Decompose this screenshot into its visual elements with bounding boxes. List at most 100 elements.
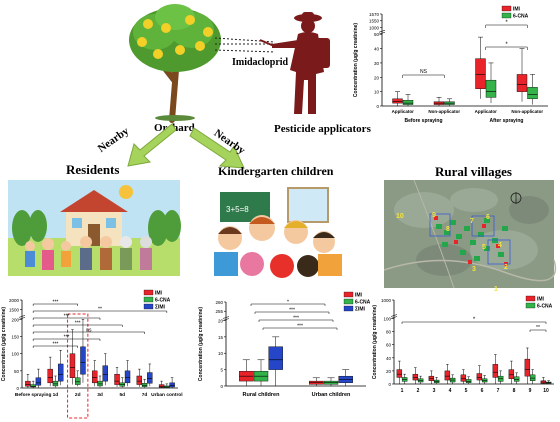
y-tick-label: 30 xyxy=(374,61,380,66)
category-label: 6 xyxy=(481,388,484,394)
box-IMI-7d xyxy=(137,369,142,387)
sig-label: NS xyxy=(420,69,428,75)
box xyxy=(466,379,471,382)
sig-label: *** xyxy=(64,314,70,320)
category-label: Non-applicator xyxy=(428,109,460,114)
y-tick-label: 1500 xyxy=(9,308,20,313)
box-ΣIMI-Urban children xyxy=(339,370,353,386)
box xyxy=(36,378,41,386)
y-tick-label: 1000 xyxy=(381,298,392,303)
legend-label: 6-CNA xyxy=(355,300,371,306)
box xyxy=(98,381,103,386)
map-label-6: 6 xyxy=(486,214,490,221)
rural-villages-title: Rural villages xyxy=(435,164,512,180)
y-tick-label: 200 xyxy=(11,317,19,322)
box-IMI-Rural children xyxy=(239,360,253,386)
y-tick-label: 100 xyxy=(383,316,391,321)
nearby-arrow-left xyxy=(120,120,180,168)
box-IMI-Non-applicator xyxy=(434,97,444,106)
category-label: 1d xyxy=(53,392,59,398)
legend-label: 6-CNA xyxy=(155,298,171,304)
box-6-CNA-1d xyxy=(53,376,58,387)
sig-label: *** xyxy=(53,342,59,348)
y-axis-label: Concentration (μg/g creatinine) xyxy=(1,307,7,382)
legend-swatch-6-CNA xyxy=(502,13,511,18)
box-ΣIMI-2d xyxy=(80,319,85,382)
box-6-CNA-Applicator xyxy=(486,63,496,103)
box-6-CNA-Urban control xyxy=(164,384,169,388)
box-6-CNA-1 xyxy=(402,374,407,384)
category-label: 10 xyxy=(543,388,549,394)
box-IMI-1d xyxy=(48,357,53,386)
category-label: 2d xyxy=(75,392,81,398)
map-label-8: 8 xyxy=(446,226,450,233)
legend-swatch-6-CNA xyxy=(344,299,353,304)
box xyxy=(269,347,283,370)
box xyxy=(403,100,413,104)
box xyxy=(92,371,97,383)
box-ΣIMI-1d xyxy=(58,350,63,385)
box-IMI-5 xyxy=(461,370,466,384)
box xyxy=(476,59,486,89)
y-tick-label: 0 xyxy=(16,386,19,391)
category-label: 3d xyxy=(97,392,103,398)
box xyxy=(125,371,130,383)
box xyxy=(147,373,152,384)
box xyxy=(115,374,120,384)
legend-label: IMI xyxy=(155,291,163,297)
box xyxy=(393,99,403,103)
y-tick-label: 10 xyxy=(218,351,224,356)
y-tick-label: 260 xyxy=(215,300,223,305)
applicator-silhouette xyxy=(268,10,338,120)
sig-label: ** xyxy=(536,325,540,331)
sig-bracket xyxy=(403,75,445,78)
sig-label: *** xyxy=(75,321,81,327)
y-tick-label: 1000 xyxy=(369,25,380,30)
residents-title: Residents xyxy=(66,162,119,178)
sig-label: *** xyxy=(289,308,295,314)
box-6-CNA-3 xyxy=(434,377,439,384)
box xyxy=(525,359,530,376)
y-tick-label: 20 xyxy=(386,369,392,374)
box-IMI-10 xyxy=(541,377,546,384)
rural-villages-map xyxy=(384,180,554,288)
legend-label: IMI xyxy=(537,297,545,303)
box xyxy=(517,74,527,91)
box xyxy=(75,378,80,385)
y-tick-label: 150 xyxy=(11,335,19,340)
box-IMI-Before spraying xyxy=(25,374,30,388)
kindergarten-children-title: Kindergarten children xyxy=(218,164,333,179)
box xyxy=(530,375,535,381)
legend-label: IMI xyxy=(513,7,521,13)
y-tick-label: 20 xyxy=(218,318,224,323)
box xyxy=(461,375,466,382)
legend-label: ΣIMI xyxy=(355,307,366,313)
box-IMI-1 xyxy=(397,361,402,384)
box xyxy=(509,370,514,379)
map-label-9: 9 xyxy=(432,212,436,219)
legend-label: ΣIMI xyxy=(155,305,166,311)
box-IMI-3 xyxy=(429,371,434,384)
legend-label: IMI xyxy=(355,293,363,299)
category-label: Urban children xyxy=(312,392,351,398)
box xyxy=(80,347,85,374)
svg-text:3+5=8: 3+5=8 xyxy=(226,205,249,214)
box xyxy=(528,87,538,98)
box-IMI-Applicator xyxy=(393,92,403,106)
orchard-tree-illustration xyxy=(120,2,230,120)
sig-label: *** xyxy=(64,335,70,341)
category-label: 4 xyxy=(449,388,452,394)
box xyxy=(493,364,498,377)
y-tick-label: 15 xyxy=(218,335,224,340)
y-tick-label: 40 xyxy=(374,47,380,52)
category-label: Non-applicator xyxy=(511,109,543,114)
box-6-CNA-2 xyxy=(418,376,423,384)
box-6-CNA-10 xyxy=(546,381,551,384)
box-6-CNA-Before spraying xyxy=(31,381,36,388)
legend-swatch-IMI xyxy=(144,290,153,295)
chart-villages: 0204060801001000Concentration (μg/g crea… xyxy=(372,290,560,422)
legend-label: 6-CNA xyxy=(537,304,553,310)
box xyxy=(418,379,423,382)
box xyxy=(170,383,175,387)
